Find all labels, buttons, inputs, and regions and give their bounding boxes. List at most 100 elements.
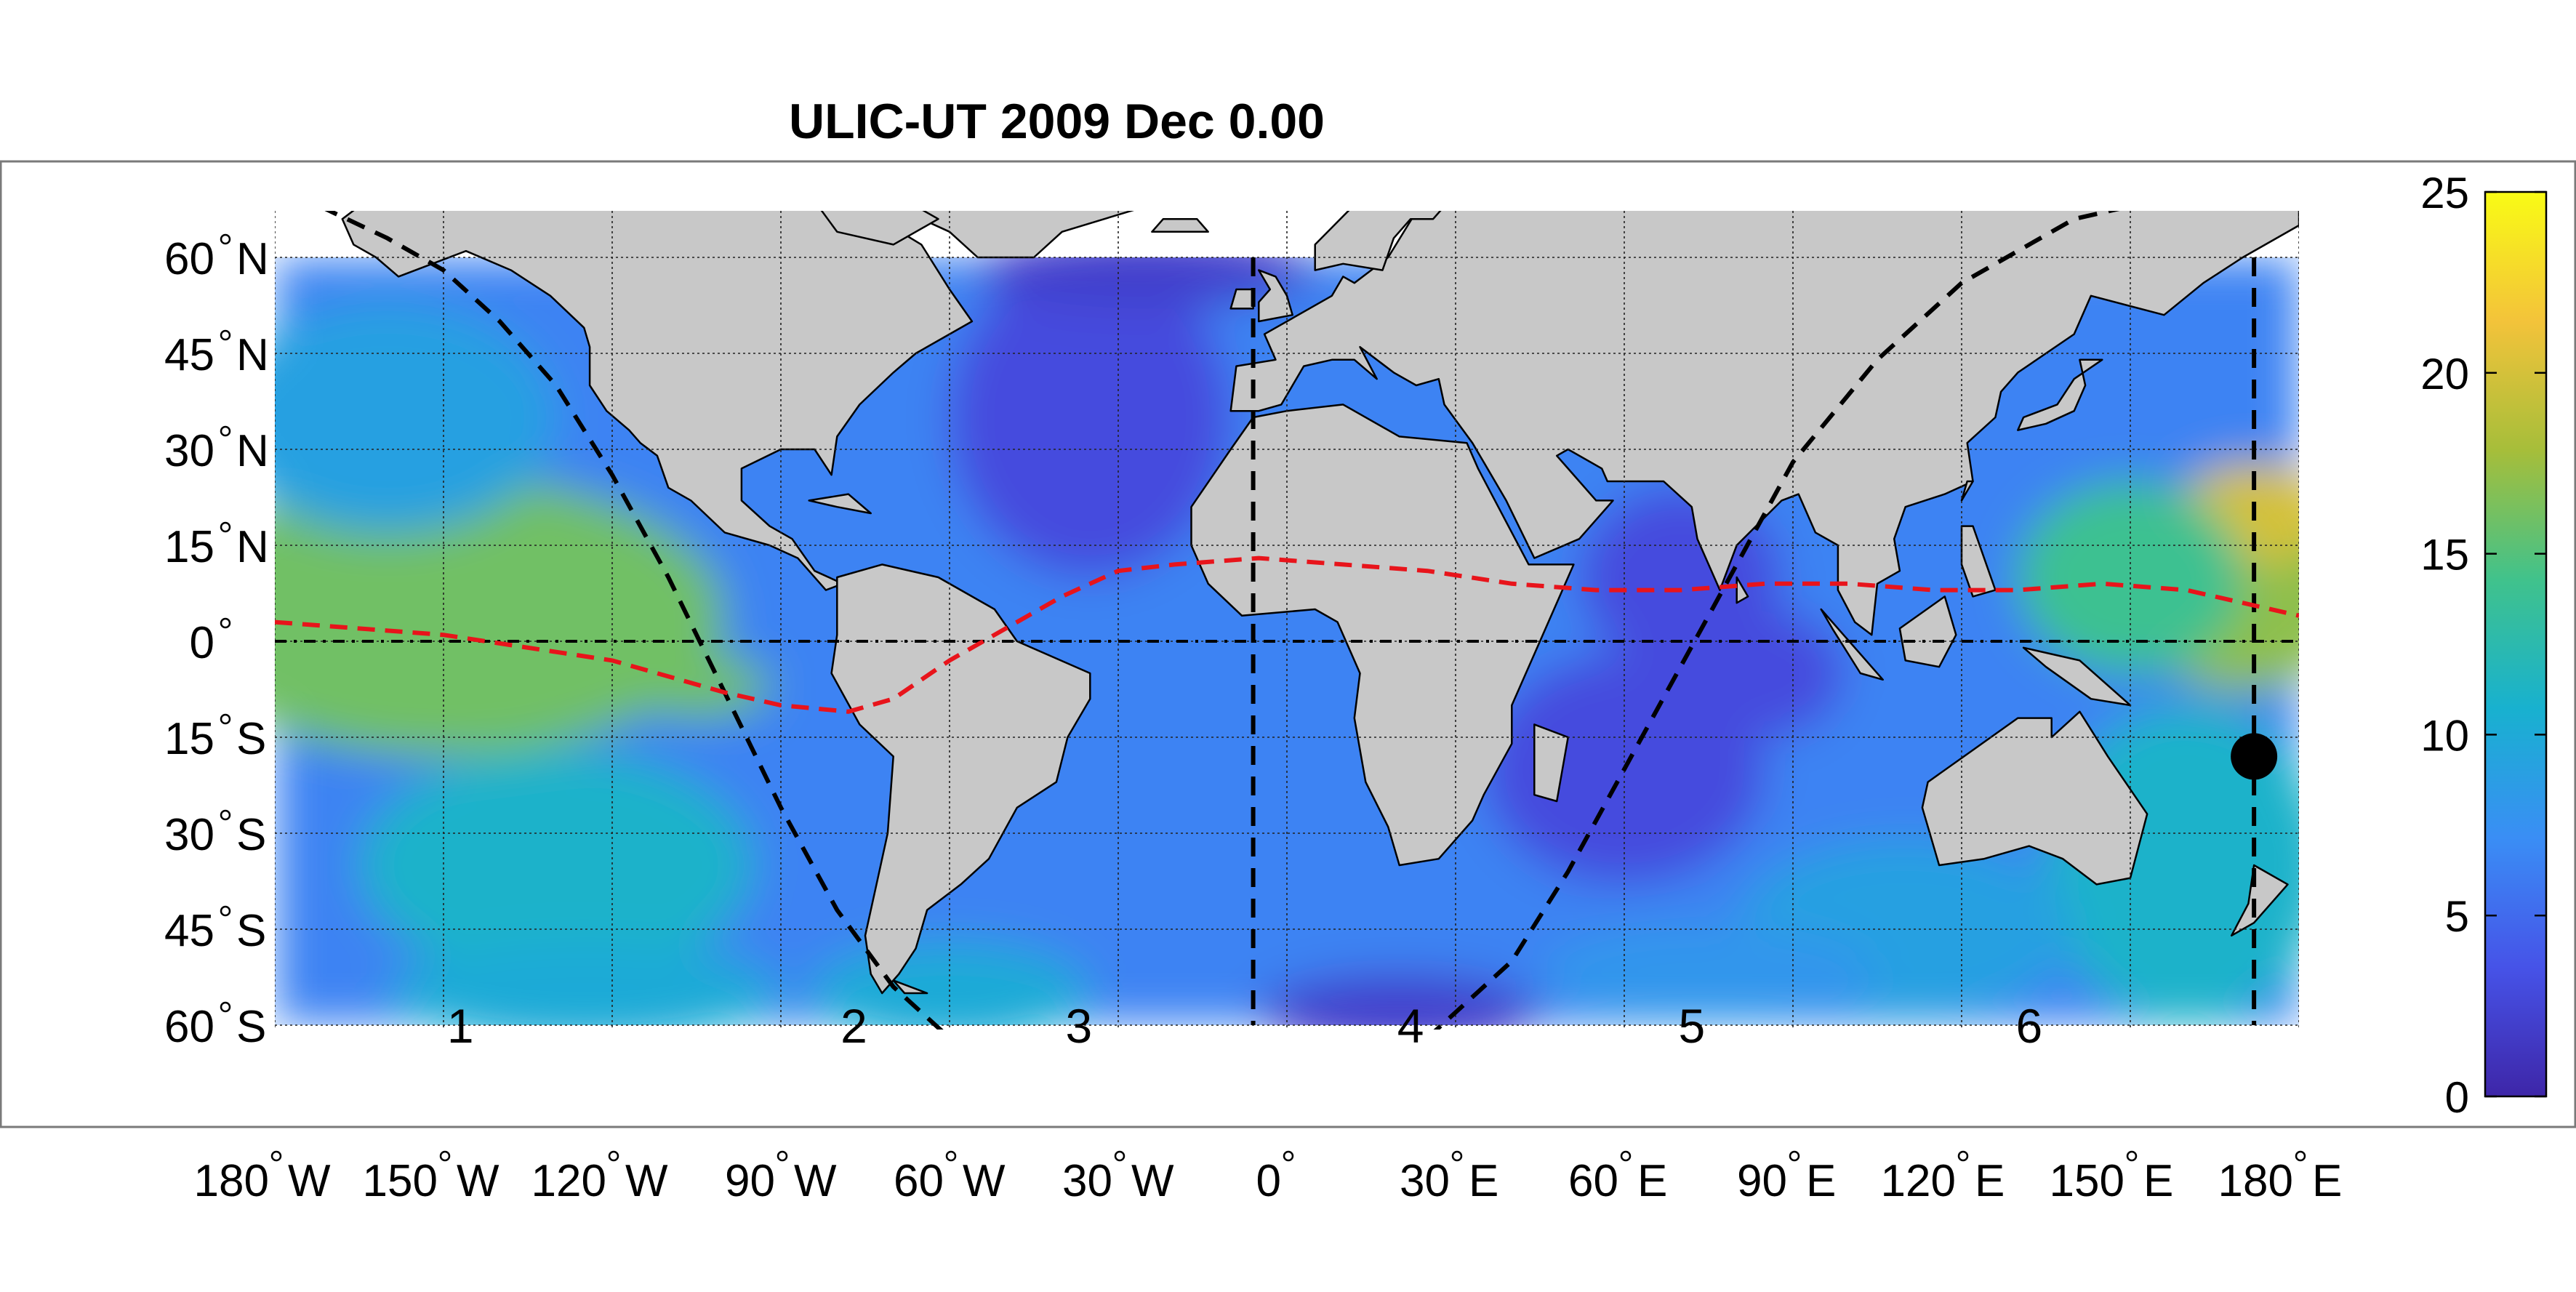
lat-tick-degree: 30 bbox=[164, 426, 214, 476]
field-blob bbox=[1259, 974, 1540, 1030]
region-label: 1 bbox=[447, 999, 474, 1053]
lat-tick-hemisphere: N bbox=[236, 426, 269, 476]
subsolar-marker bbox=[2231, 733, 2278, 780]
lon-tick-label: 60 E bbox=[1568, 1150, 1667, 1206]
lon-tick-degree: 60 bbox=[894, 1156, 944, 1206]
lat-tick-degree: 0 bbox=[190, 618, 214, 668]
degree-symbol-icon bbox=[270, 1150, 282, 1162]
longitude-ticks: 180 W 150 W 120 W 90 W 60 W 30 W 0 30 E 60 E 90 E 120 E 150 E 1… bbox=[194, 1150, 2342, 1206]
degree-symbol-icon bbox=[220, 233, 231, 245]
lon-tick-hemisphere: E bbox=[2143, 1156, 2173, 1206]
colorbar-tick-label: 5 bbox=[2445, 892, 2469, 941]
colorbar-tick-label: 25 bbox=[2420, 169, 2469, 217]
lon-tick-hemisphere: W bbox=[288, 1156, 331, 1206]
lat-tick-degree: 60 bbox=[164, 1002, 214, 1052]
lat-tick-label: 60 N bbox=[164, 233, 269, 284]
lon-tick-degree: 90 bbox=[1737, 1156, 1787, 1206]
landmass-africa bbox=[1190, 404, 1575, 867]
lon-tick-hemisphere: W bbox=[794, 1156, 837, 1206]
landmass-britain bbox=[1258, 269, 1293, 323]
figure-frame bbox=[0, 160, 2576, 1128]
degree-symbol-icon bbox=[1620, 1150, 1632, 1162]
landmass-new-zealand bbox=[2230, 864, 2289, 937]
landmass-eurasia bbox=[1229, 211, 2299, 636]
degree-symbol-icon bbox=[1957, 1150, 1969, 1162]
itcz-curve bbox=[275, 555, 2299, 714]
terminator-curve-east bbox=[1433, 211, 2120, 1030]
lon-tick-degree: 90 bbox=[725, 1156, 775, 1206]
lon-tick-label: 180 W bbox=[194, 1150, 331, 1206]
degree-symbol-icon bbox=[220, 521, 231, 533]
map-panel bbox=[275, 211, 2299, 1030]
landmass-sumatra bbox=[1820, 608, 1884, 681]
lat-tick-degree: 60 bbox=[164, 234, 214, 284]
lat-tick-hemisphere: N bbox=[236, 522, 269, 572]
degree-symbol-icon bbox=[220, 809, 231, 821]
terminator-curve-west bbox=[324, 211, 944, 1030]
lat-tick-label: 30 N bbox=[164, 425, 269, 476]
map-title-text: ULIC-UT 2009 Dec 0.00 bbox=[789, 94, 1325, 149]
colorbar-tick-label: 0 bbox=[2445, 1073, 2469, 1122]
overlay-lines-layer bbox=[275, 211, 2299, 1030]
colorbar-tick-label: 15 bbox=[2420, 531, 2469, 579]
lat-tick-hemisphere: S bbox=[236, 906, 266, 956]
lat-tick-label: 30 S bbox=[164, 809, 266, 860]
degree-symbol-icon bbox=[220, 1001, 231, 1013]
degree-symbol-icon bbox=[220, 329, 231, 341]
degree-symbol-icon bbox=[2295, 1150, 2306, 1162]
region-label: 3 bbox=[1066, 999, 1093, 1053]
lat-tick-label: 15 S bbox=[164, 713, 266, 764]
degree-symbol-icon bbox=[220, 617, 231, 629]
lon-tick-degree: 150 bbox=[363, 1156, 438, 1206]
landmass-south-america bbox=[830, 563, 1091, 995]
colorbar-gradient bbox=[2484, 190, 2548, 1098]
region-label: 5 bbox=[1678, 999, 1705, 1053]
lat-tick-hemisphere: S bbox=[236, 810, 266, 860]
region-label: 2 bbox=[840, 999, 867, 1053]
lon-tick-label: 90 E bbox=[1737, 1150, 1836, 1206]
degree-symbol-icon bbox=[1283, 1150, 1294, 1162]
field-blob bbox=[950, 257, 1231, 577]
landmass-taiwan bbox=[1960, 480, 1974, 502]
lon-tick-label: 150 E bbox=[2050, 1150, 2173, 1206]
landmass-borneo bbox=[1898, 595, 1957, 668]
degree-symbol-icon bbox=[608, 1150, 619, 1162]
degree-symbol-icon bbox=[439, 1150, 451, 1162]
lat-tick-label: 0 bbox=[190, 617, 231, 668]
map-title: ULIC-UT 2009 Dec 0.00 bbox=[0, 93, 2576, 150]
lat-tick-degree: 45 bbox=[164, 330, 214, 380]
lat-tick-hemisphere: S bbox=[236, 714, 266, 764]
degree-symbol-icon bbox=[1114, 1150, 1126, 1162]
lon-tick-degree: 30 bbox=[1400, 1156, 1450, 1206]
colorbar: 0 5 10 15 20 25 bbox=[2420, 169, 2548, 1122]
lon-tick-hemisphere: W bbox=[457, 1156, 499, 1206]
lon-tick-hemisphere: W bbox=[963, 1156, 1006, 1206]
lon-tick-label: 30 W bbox=[1062, 1150, 1174, 1206]
lon-tick-label: 60 W bbox=[894, 1150, 1006, 1206]
lat-tick-label: 60 S bbox=[164, 1001, 266, 1052]
degree-symbol-icon bbox=[2126, 1150, 2138, 1162]
lon-tick-degree: 0 bbox=[1256, 1156, 1281, 1206]
lon-tick-degree: 120 bbox=[531, 1156, 606, 1206]
lon-tick-hemisphere: E bbox=[1469, 1156, 1498, 1206]
landmass-cuba bbox=[808, 493, 872, 515]
colorbar-tick-label: 20 bbox=[2420, 350, 2469, 398]
region-label: 4 bbox=[1397, 999, 1424, 1053]
degree-symbol-icon bbox=[1789, 1150, 1800, 1162]
lon-tick-label: 120 W bbox=[531, 1150, 668, 1206]
degree-symbol-icon bbox=[945, 1150, 957, 1162]
continents-layer bbox=[341, 211, 2299, 995]
lon-tick-degree: 60 bbox=[1568, 1156, 1618, 1206]
landmass-new-guinea bbox=[2022, 646, 2132, 707]
lon-tick-degree: 150 bbox=[2050, 1156, 2124, 1206]
lon-tick-hemisphere: E bbox=[1975, 1156, 2005, 1206]
lon-tick-label: 120 E bbox=[1881, 1150, 2005, 1206]
landmass-tierra-del-fuego bbox=[892, 979, 928, 995]
lat-tick-degree: 15 bbox=[164, 522, 214, 572]
region-labels-layer: 1 2 3 4 5 6 bbox=[447, 999, 2042, 1053]
field-blob bbox=[359, 750, 753, 981]
landmass-iceland bbox=[1151, 217, 1209, 233]
lon-tick-hemisphere: E bbox=[1806, 1156, 1836, 1206]
region-label: 6 bbox=[2015, 999, 2042, 1053]
